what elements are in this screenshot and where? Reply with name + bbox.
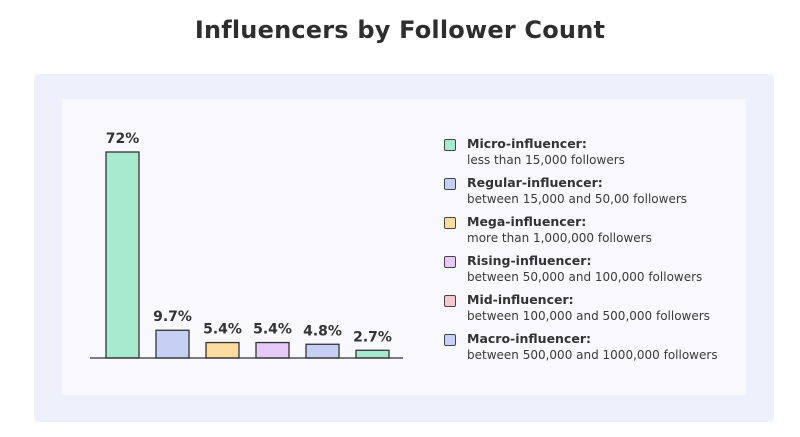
bar-micro-influencer (105, 151, 140, 359)
bar-mid-influencer (305, 343, 340, 359)
legend-swatch (444, 256, 456, 268)
legend-item-micro: Micro-influencer: less than 15,000 follo… (444, 136, 718, 167)
bar-value-label: 2.7% (353, 329, 392, 345)
bar-rising-influencer (255, 341, 290, 359)
legend-name: Macro-influencer: (467, 331, 591, 346)
legend-swatch (444, 295, 456, 307)
bar-value-label: 5.4% (253, 322, 292, 338)
legend-swatch (444, 217, 456, 229)
bar-regular-influencer (155, 329, 190, 359)
chart-legend: Micro-influencer: less than 15,000 follo… (444, 136, 718, 370)
legend-swatch (444, 139, 456, 151)
legend-name: Mid-influencer: (467, 292, 574, 307)
bar-value-label: 72% (106, 131, 140, 147)
legend-description: between 50,000 and 100,000 followers (467, 270, 703, 284)
legend-name: Mega-influencer: (467, 214, 587, 229)
legend-description: between 100,000 and 500,000 followers (467, 309, 710, 323)
legend-item-macro: Macro-influencer: between 500,000 and 10… (444, 331, 718, 362)
bar-value-label: 9.7% (153, 309, 192, 325)
bar-value-label: 4.8% (303, 323, 342, 339)
legend-swatch (444, 178, 456, 190)
legend-description: between 500,000 and 1000,000 followers (467, 348, 718, 362)
legend-name: Rising-influencer: (467, 253, 592, 268)
legend-name: Regular-influencer: (467, 175, 603, 190)
legend-item-mega: Mega-influencer: more than 1,000,000 fol… (444, 214, 718, 245)
legend-description: less than 15,000 followers (467, 153, 625, 167)
legend-swatch (444, 334, 456, 346)
bar-macro-influencer (355, 349, 390, 359)
legend-name: Micro-influencer: (467, 136, 587, 151)
legend-description: more than 1,000,000 followers (467, 231, 652, 245)
chart-title: Influencers by Follower Count (194, 16, 606, 44)
bar-value-label: 5.4% (203, 322, 242, 338)
legend-description: between 15,000 and 50,00 followers (467, 192, 688, 206)
legend-item-mid: Mid-influencer: between 100,000 and 500,… (444, 292, 718, 323)
legend-item-regular: Regular-influencer: between 15,000 and 5… (444, 175, 718, 206)
legend-item-rising: Rising-influencer: between 50,000 and 10… (444, 253, 718, 284)
bar-mega-influencer (205, 341, 240, 359)
